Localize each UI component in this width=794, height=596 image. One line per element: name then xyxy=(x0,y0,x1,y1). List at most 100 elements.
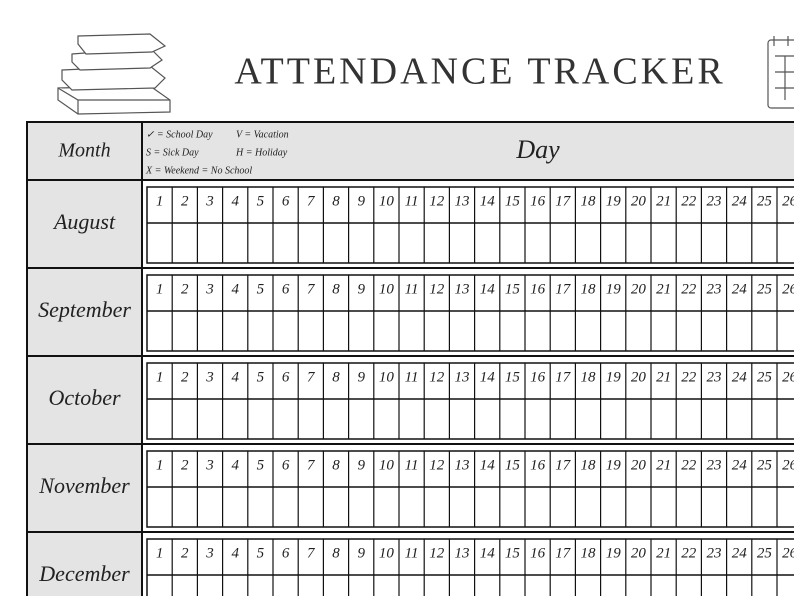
day-number: 12 xyxy=(429,281,445,297)
day-number: 25 xyxy=(757,193,773,209)
day-number: 24 xyxy=(732,545,748,561)
day-number: 21 xyxy=(656,545,671,561)
day-number: 14 xyxy=(480,545,496,561)
day-number: 19 xyxy=(606,545,622,561)
day-number: 26 xyxy=(782,369,794,385)
day-number: 11 xyxy=(405,193,419,209)
day-number: 26 xyxy=(782,193,794,209)
day-number: 23 xyxy=(707,193,722,209)
day-number: 19 xyxy=(606,281,622,297)
month-cell xyxy=(26,531,143,596)
day-number: 7 xyxy=(307,545,316,561)
day-number: 9 xyxy=(357,545,365,561)
month-row xyxy=(26,355,794,445)
day-number: 21 xyxy=(656,369,671,385)
day-number: 18 xyxy=(581,281,597,297)
month-name: August xyxy=(52,209,116,234)
day-grid xyxy=(146,450,794,528)
month-name: November xyxy=(38,473,130,498)
day-number: 26 xyxy=(782,457,794,473)
day-number: 25 xyxy=(757,457,773,473)
day-number: 5 xyxy=(257,281,265,297)
title: ATTENDANCE TRACKER xyxy=(234,51,725,93)
month-name: December xyxy=(38,561,130,586)
day-number: 15 xyxy=(505,281,521,297)
day-number: 6 xyxy=(282,457,290,473)
day-number: 12 xyxy=(429,369,445,385)
day-number: 18 xyxy=(581,193,597,209)
day-number: 11 xyxy=(405,545,419,561)
month-cell xyxy=(26,355,143,445)
day-number: 23 xyxy=(707,545,722,561)
day-header: Day xyxy=(515,135,560,164)
day-number: 4 xyxy=(231,369,239,385)
day-number: 4 xyxy=(231,457,239,473)
day-number: 12 xyxy=(429,193,445,209)
day-number: 9 xyxy=(357,193,365,209)
day-grid xyxy=(146,274,794,352)
day-number: 20 xyxy=(631,457,647,473)
day-number: 7 xyxy=(307,457,316,473)
day-number: 12 xyxy=(429,457,445,473)
day-number: 7 xyxy=(307,193,316,209)
books-icon xyxy=(57,33,171,115)
month-row xyxy=(26,443,794,533)
day-number: 20 xyxy=(631,545,647,561)
day-number: 17 xyxy=(555,457,572,473)
day-number: 20 xyxy=(631,281,647,297)
day-number: 19 xyxy=(606,369,622,385)
legend-item: V = Vacation xyxy=(236,129,289,140)
day-number: 15 xyxy=(505,457,521,473)
day-number: 4 xyxy=(231,281,239,297)
day-number: 22 xyxy=(681,457,697,473)
day-number: 14 xyxy=(480,457,496,473)
day-number: 24 xyxy=(732,369,748,385)
day-number: 16 xyxy=(530,545,546,561)
day-number: 26 xyxy=(782,545,794,561)
day-number: 4 xyxy=(231,193,239,209)
day-number: 15 xyxy=(505,193,521,209)
day-number: 3 xyxy=(205,281,214,297)
day-number: 17 xyxy=(555,193,572,209)
month-name: September xyxy=(38,297,131,322)
day-number: 22 xyxy=(681,281,697,297)
day-number: 9 xyxy=(357,281,365,297)
day-grid xyxy=(146,362,794,440)
month-cell xyxy=(26,179,143,269)
month-cell xyxy=(26,267,143,357)
day-number: 6 xyxy=(282,545,290,561)
day-number: 11 xyxy=(405,457,419,473)
calendar-icon xyxy=(767,36,794,109)
day-number: 16 xyxy=(530,457,546,473)
day-number: 21 xyxy=(656,193,671,209)
day-number: 1 xyxy=(156,369,164,385)
day-number: 2 xyxy=(181,457,189,473)
day-number: 3 xyxy=(205,369,214,385)
day-number: 13 xyxy=(455,457,470,473)
day-number: 9 xyxy=(357,369,365,385)
day-number: 4 xyxy=(231,545,239,561)
day-number: 11 xyxy=(405,369,419,385)
day-number: 18 xyxy=(581,369,597,385)
day-number: 25 xyxy=(757,545,773,561)
day-number: 16 xyxy=(530,281,546,297)
day-number: 5 xyxy=(257,193,265,209)
day-number: 18 xyxy=(581,545,597,561)
day-number: 2 xyxy=(181,193,189,209)
day-number: 10 xyxy=(379,369,395,385)
day-number: 8 xyxy=(332,457,340,473)
day-number: 10 xyxy=(379,281,395,297)
month-header: Month xyxy=(57,140,110,162)
day-number: 6 xyxy=(282,369,290,385)
day-number: 14 xyxy=(480,369,496,385)
day-number: 6 xyxy=(282,281,290,297)
header-row xyxy=(26,121,794,181)
day-number: 7 xyxy=(307,369,316,385)
day-grid xyxy=(146,538,794,596)
day-number: 23 xyxy=(707,369,722,385)
day-number: 13 xyxy=(455,193,470,209)
day-number: 16 xyxy=(530,369,546,385)
day-number: 2 xyxy=(181,281,189,297)
day-number: 5 xyxy=(257,545,265,561)
day-number: 2 xyxy=(181,545,189,561)
